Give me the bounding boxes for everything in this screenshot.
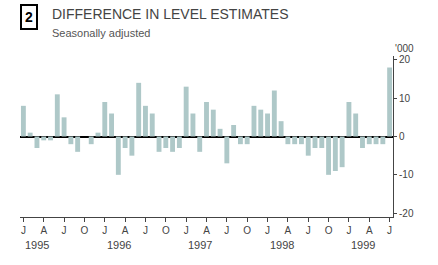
svg-text:J: J [265,225,270,236]
svg-text:20: 20 [399,54,411,65]
svg-text:-10: -10 [399,169,414,180]
svg-text:O: O [81,225,89,236]
svg-text:J: J [224,225,229,236]
svg-text:J: J [306,225,311,236]
svg-text:1998: 1998 [270,239,294,251]
svg-text:DIFFERENCE IN LEVEL ESTIMATESS: DIFFERENCE IN LEVEL ESTIMATESSeasonally … [52,6,289,39]
svg-text:1995: 1995 [25,239,49,251]
svg-text:1997: 1997 [188,239,212,251]
svg-text:J: J [346,225,351,236]
svg-text:J: J [102,225,107,236]
svg-text:-20: -20 [399,208,414,219]
svg-text:A: A [122,225,129,236]
svg-text:O: O [325,225,333,236]
svg-text:10: 10 [399,93,411,104]
svg-text:'000: '000 [395,43,414,54]
svg-text:J: J [143,225,148,236]
svg-text:A: A [285,225,292,236]
svg-text:1999: 1999 [351,239,375,251]
svg-text:A: A [203,225,210,236]
svg-text:O: O [243,225,251,236]
svg-text:J: J [184,225,189,236]
svg-text:1996: 1996 [107,239,131,251]
svg-text:0: 0 [399,131,405,142]
svg-text:J: J [21,225,26,236]
svg-text:A: A [366,225,373,236]
svg-text:J: J [387,225,392,236]
svg-text:A: A [40,225,47,236]
svg-text:O: O [162,225,170,236]
svg-text:2: 2 [25,9,33,25]
svg-text:J: J [62,225,67,236]
